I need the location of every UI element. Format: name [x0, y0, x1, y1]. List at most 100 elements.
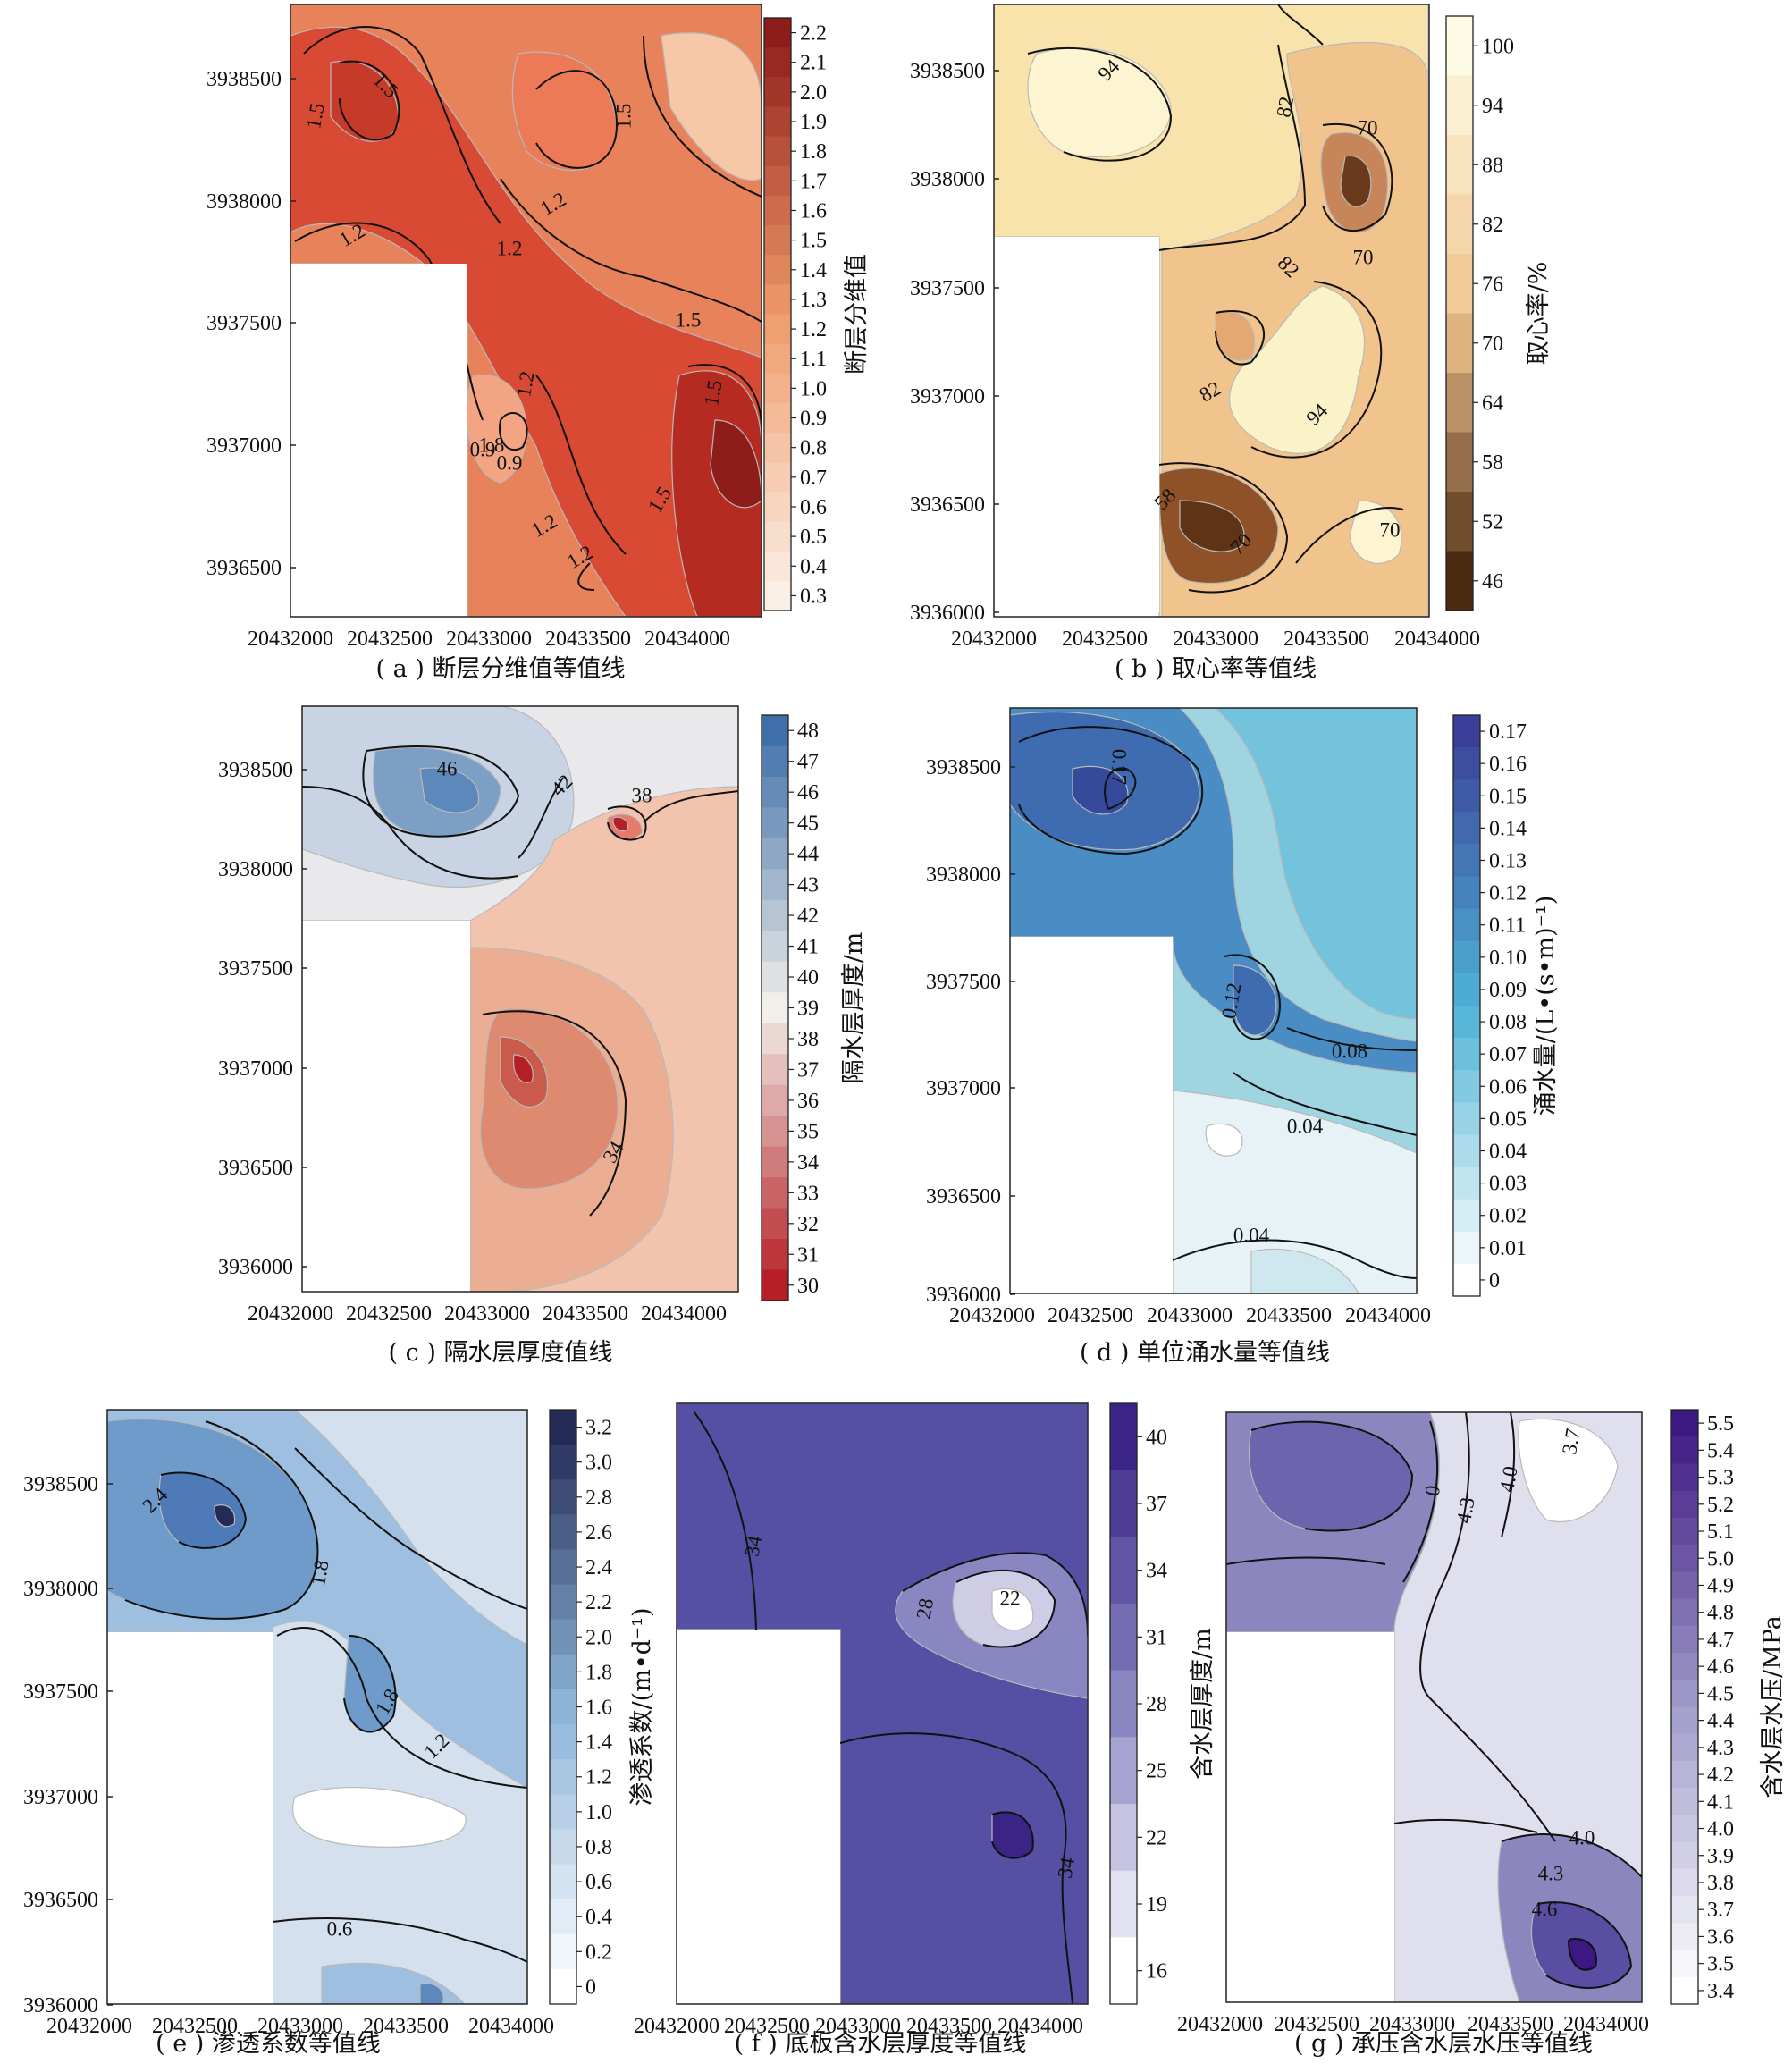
colorbar-swatch: [764, 402, 791, 434]
contour-line: [482, 1010, 627, 1217]
colorbar-swatch: [762, 1177, 788, 1209]
x-tick-label: 20432500: [347, 627, 433, 651]
colorbar-frame: [763, 17, 792, 611]
colorbar-swatch: [1671, 1868, 1698, 1897]
contour-label: 0.6: [327, 1917, 353, 1940]
colorbar-swatch: [764, 521, 791, 552]
colorbar-swatch: [762, 776, 788, 808]
contour-label: 1.2: [512, 369, 539, 399]
colorbar-tick-label: 3.5: [1707, 1953, 1734, 1976]
contour-label: 0.9: [470, 438, 496, 460]
contour-line: [839, 1732, 1073, 2004]
colorbar-tick-label: 5.5: [1707, 1412, 1734, 1436]
colorbar-swatch: [1110, 1470, 1137, 1537]
colorbar-tick-label: 22: [1146, 1826, 1167, 1849]
x-tick-label: 20432000: [634, 2015, 719, 2038]
colorbar-tick-label: 2.8: [585, 1487, 612, 1510]
x-tick-label: 20432000: [248, 627, 333, 651]
colorbar-title: 含水层厚度/m: [1189, 1628, 1216, 1780]
colorbar-tick-label: 3.4: [1707, 1980, 1734, 2003]
colorbar-tick-label: 4.4: [1707, 1710, 1734, 1733]
colorbar-a: 2.2 2.1 2.0 1.9 1.8 1.7 1.6 1.5 1.4 1.3 1.2 1.1 1.0 0…: [763, 17, 871, 611]
colorbar-tick-label: 0.13: [1489, 850, 1527, 873]
colorbar-swatch: [1671, 1490, 1698, 1519]
colorbar-tick-label: 1.8: [800, 140, 827, 164]
contour-label: 1.2: [497, 237, 523, 259]
y-tick-label: 3938500: [910, 60, 985, 83]
x-tick-label: 20432500: [1062, 627, 1148, 651]
colorbar-tick-label: 4.5: [1707, 1682, 1734, 1706]
colorbar-tick-label: 46: [1482, 570, 1503, 594]
colorbar-tick-label: 1.3: [800, 289, 827, 312]
colorbar-swatch: [550, 1514, 576, 1550]
colorbar-swatch: [764, 284, 791, 315]
contour-line: [1429, 1697, 1556, 1842]
colorbar-tick-label: 45: [797, 813, 819, 836]
colorbar-swatch: [1453, 844, 1480, 878]
colorbar-swatch: [762, 869, 788, 901]
colorbar-tick-label: 4.7: [1707, 1629, 1734, 1652]
contour-label: 1.5: [302, 101, 329, 131]
colorbar-tick-label: 2.6: [585, 1521, 612, 1545]
colorbar-swatch: [1671, 1896, 1698, 1924]
colorbar-swatch: [1110, 1737, 1137, 1805]
x-tick-label: 20433000: [1173, 627, 1258, 651]
filled-region: [512, 1054, 534, 1083]
colorbar-tick-label: 40: [797, 966, 819, 990]
colorbar-tick-label: 58: [1482, 451, 1503, 475]
colorbar-tick-label: 0.03: [1489, 1173, 1527, 1196]
panel-caption: ( a ) 断层分维值等值线: [376, 655, 626, 683]
colorbar-swatch: [1453, 908, 1480, 942]
colorbar-tick-label: 4.3: [1707, 1737, 1734, 1760]
panel-caption: ( c ) 隔水层厚度值线: [389, 1339, 613, 1367]
contour-line: [1322, 122, 1393, 232]
colorbar-tick-label: 94: [1482, 95, 1503, 118]
colorbar-swatch: [1671, 1625, 1698, 1654]
blank-region: [1226, 1632, 1394, 2008]
x-tick-label: 20432000: [949, 1304, 1035, 1327]
contour-line: [1224, 954, 1281, 1040]
contour-label: 1.5: [700, 378, 727, 408]
colorbar-tick-label: 2.2: [585, 1591, 612, 1614]
contour-line: [1226, 1556, 1386, 1565]
colorbar-tick-label: 2.2: [800, 22, 827, 46]
colorbar-tick-label: 0.6: [585, 1871, 612, 1894]
colorbar-tick-label: 5.1: [1707, 1520, 1734, 1544]
colorbar-swatch: [550, 1445, 576, 1480]
colorbar-tick-label: 0.8: [585, 1836, 612, 1859]
colorbar-tick-label: 100: [1482, 35, 1514, 58]
colorbar-tick-label: 1.0: [800, 377, 827, 400]
contour-line: [339, 60, 400, 141]
y-tick-label: 3937000: [23, 1786, 98, 1809]
colorbar-swatch: [762, 715, 788, 746]
contour-label: 0.17: [1108, 749, 1131, 785]
colorbar-swatch: [762, 745, 788, 778]
colorbar-swatch: [1453, 973, 1480, 1007]
colorbar-tick-label: 43: [797, 874, 819, 897]
filled-region: [291, 1787, 467, 1848]
colorbar-swatch: [550, 1584, 576, 1621]
colorbar-tick-label: 3.2: [585, 1417, 612, 1440]
colorbar-title: 取心率/%: [1525, 262, 1553, 366]
colorbar-tick-label: 5.0: [1707, 1547, 1734, 1571]
colorbar-tick-label: 0: [1489, 1269, 1500, 1293]
colorbar-swatch: [1453, 940, 1480, 974]
colorbar-swatch: [1446, 313, 1473, 374]
colorbar-swatch: [1110, 1870, 1137, 1938]
colorbar-swatch: [1110, 1804, 1137, 1872]
filled-region: [214, 1504, 236, 1528]
contour-line: [499, 411, 528, 451]
colorbar-tick-label: 0.14: [1489, 817, 1527, 840]
colorbar-swatch: [1446, 75, 1473, 136]
panel-e: 2.4 1.8 1.8 1.2 0.6 20432000 20432500 20433000 2…: [23, 1409, 656, 2058]
colorbar-tick-label: 0.8: [800, 437, 827, 460]
colorbar-tick-label: 5.4: [1707, 1439, 1734, 1462]
colorbar-swatch: [762, 931, 788, 963]
y-tick-label: 3938000: [218, 858, 293, 881]
colorbar-tick-label: 0: [585, 1975, 596, 1999]
colorbar-tick-label: 88: [1482, 154, 1503, 177]
contour-line: [1104, 767, 1137, 810]
filled-region: [1518, 1418, 1619, 1523]
y-tick-label: 3937000: [206, 434, 282, 458]
colorbar-tick-label: 0.16: [1489, 753, 1527, 776]
